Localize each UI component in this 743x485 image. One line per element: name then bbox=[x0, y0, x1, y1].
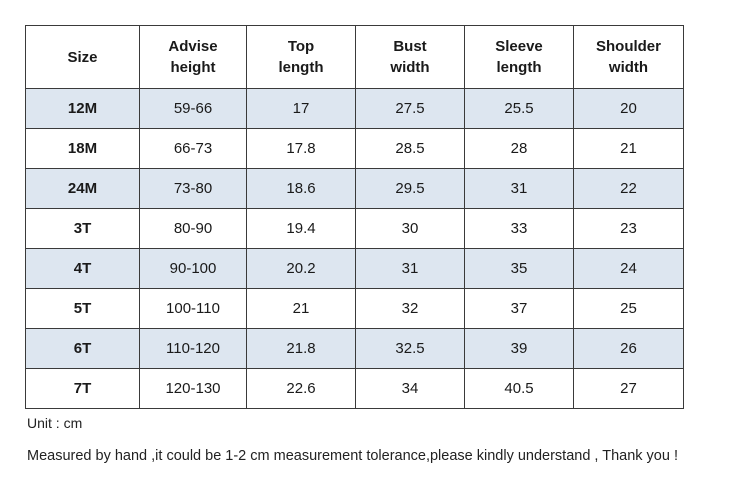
size-cell: 6T bbox=[25, 328, 140, 369]
top-length-cell: 20.2 bbox=[246, 248, 356, 289]
table-row: 18M 66-73 17.8 28.5 28 21 bbox=[25, 128, 684, 169]
header-sleeve-length: Sleeve length bbox=[464, 25, 574, 89]
size-cell: 18M bbox=[25, 128, 140, 169]
header-top-length: Top length bbox=[246, 25, 356, 89]
table-row: 3T 80-90 19.4 30 33 23 bbox=[25, 208, 684, 249]
header-advise-height: Advise height bbox=[139, 25, 247, 89]
shoulder-width-cell: 22 bbox=[573, 168, 684, 209]
advise-height-cell: 59-66 bbox=[139, 88, 247, 129]
bust-width-cell: 32 bbox=[355, 288, 465, 329]
bust-width-cell: 28.5 bbox=[355, 128, 465, 169]
header-shoulder-width: Shoulder width bbox=[573, 25, 684, 89]
shoulder-width-cell: 23 bbox=[573, 208, 684, 249]
sleeve-length-cell: 37 bbox=[464, 288, 574, 329]
bust-width-cell: 27.5 bbox=[355, 88, 465, 129]
size-cell: 4T bbox=[25, 248, 140, 289]
advise-height-cell: 80-90 bbox=[139, 208, 247, 249]
sleeve-length-cell: 33 bbox=[464, 208, 574, 249]
unit-note: Unit : cm bbox=[27, 415, 83, 431]
bust-width-cell: 30 bbox=[355, 208, 465, 249]
bust-width-cell: 29.5 bbox=[355, 168, 465, 209]
bust-width-cell: 32.5 bbox=[355, 328, 465, 369]
advise-height-cell: 73-80 bbox=[139, 168, 247, 209]
table-row: 12M 59-66 17 27.5 25.5 20 bbox=[25, 88, 684, 129]
top-length-cell: 17.8 bbox=[246, 128, 356, 169]
advise-height-cell: 110-120 bbox=[139, 328, 247, 369]
bust-width-cell: 34 bbox=[355, 368, 465, 409]
header-bust-width: Bust width bbox=[355, 25, 465, 89]
header-row: Size Advise height Top length Bust width Sl… bbox=[25, 25, 684, 89]
table-row: 24M 73-80 18.6 29.5 31 22 bbox=[25, 168, 684, 209]
measurement-note: Measured by hand ,it could be 1-2 cm mea… bbox=[27, 448, 678, 464]
shoulder-width-cell: 25 bbox=[573, 288, 684, 329]
size-cell: 7T bbox=[25, 368, 140, 409]
bust-width-cell: 31 bbox=[355, 248, 465, 289]
sleeve-length-cell: 28 bbox=[464, 128, 574, 169]
top-length-cell: 21 bbox=[246, 288, 356, 329]
size-chart-table: Size Advise height Top length Bust width Sl… bbox=[25, 25, 684, 409]
table-row: 7T 120-130 22.6 34 40.5 27 bbox=[25, 368, 684, 409]
shoulder-width-cell: 24 bbox=[573, 248, 684, 289]
table-row: 4T 90-100 20.2 31 35 24 bbox=[25, 248, 684, 289]
advise-height-cell: 100-110 bbox=[139, 288, 247, 329]
size-cell: 3T bbox=[25, 208, 140, 249]
shoulder-width-cell: 20 bbox=[573, 88, 684, 129]
top-length-cell: 18.6 bbox=[246, 168, 356, 209]
top-length-cell: 21.8 bbox=[246, 328, 356, 369]
header-size: Size bbox=[25, 25, 140, 89]
advise-height-cell: 90-100 bbox=[139, 248, 247, 289]
size-cell: 24M bbox=[25, 168, 140, 209]
top-length-cell: 19.4 bbox=[246, 208, 356, 249]
table-row: 5T 100-110 21 32 37 25 bbox=[25, 288, 684, 329]
sleeve-length-cell: 31 bbox=[464, 168, 574, 209]
sleeve-length-cell: 35 bbox=[464, 248, 574, 289]
top-length-cell: 22.6 bbox=[246, 368, 356, 409]
size-cell: 12M bbox=[25, 88, 140, 129]
sleeve-length-cell: 39 bbox=[464, 328, 574, 369]
sleeve-length-cell: 25.5 bbox=[464, 88, 574, 129]
shoulder-width-cell: 26 bbox=[573, 328, 684, 369]
advise-height-cell: 66-73 bbox=[139, 128, 247, 169]
shoulder-width-cell: 21 bbox=[573, 128, 684, 169]
table-row: 6T 110-120 21.8 32.5 39 26 bbox=[25, 328, 684, 369]
advise-height-cell: 120-130 bbox=[139, 368, 247, 409]
sleeve-length-cell: 40.5 bbox=[464, 368, 574, 409]
size-cell: 5T bbox=[25, 288, 140, 329]
shoulder-width-cell: 27 bbox=[573, 368, 684, 409]
top-length-cell: 17 bbox=[246, 88, 356, 129]
